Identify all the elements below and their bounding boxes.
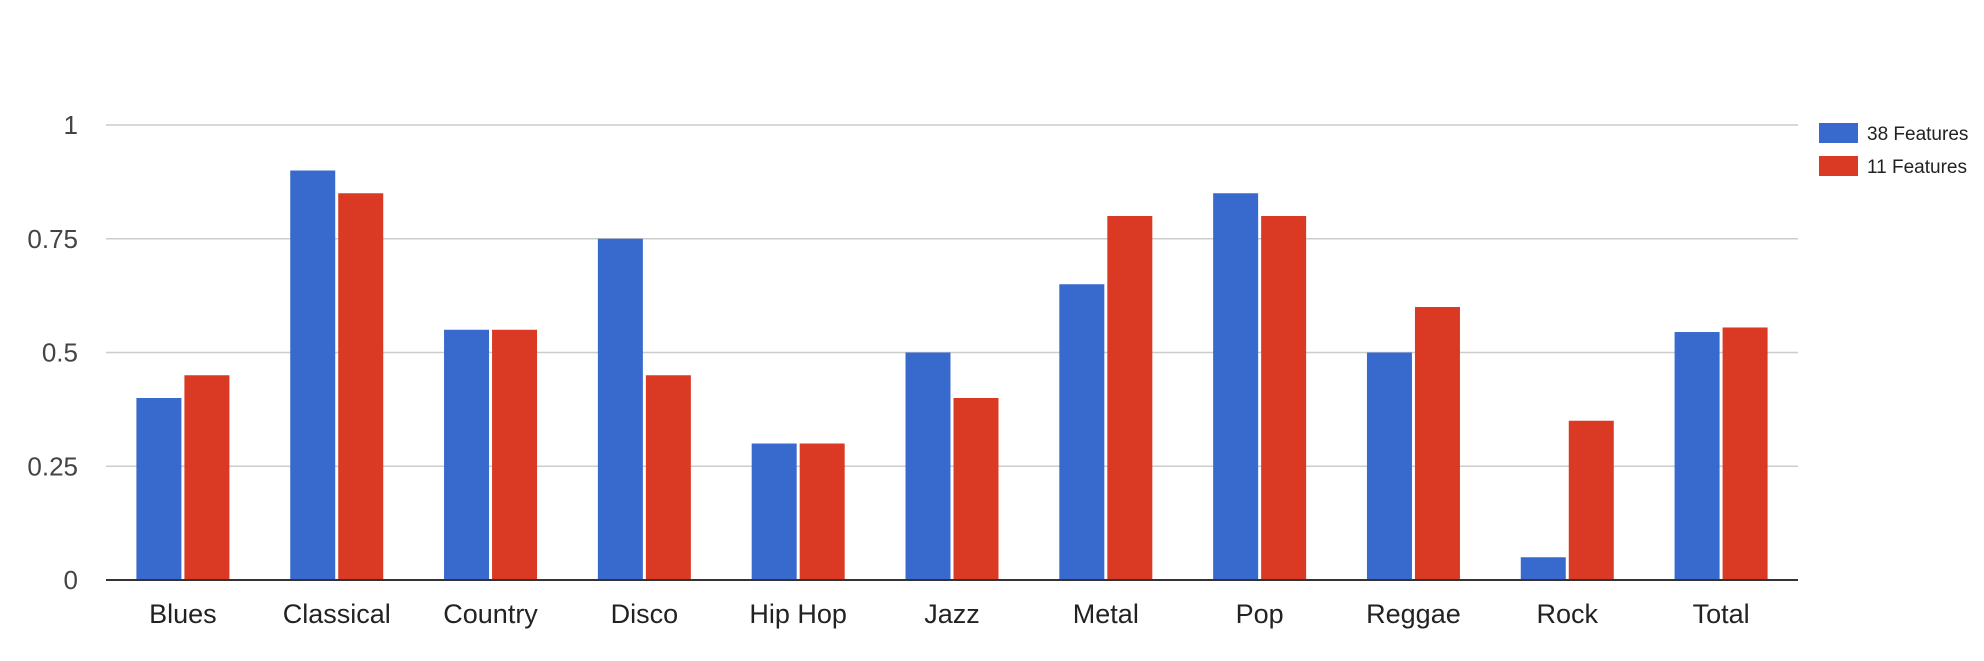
x-tick-label: Classical: [283, 599, 391, 629]
x-tick-label: Disco: [611, 599, 679, 629]
bar-classical-series-2: [338, 193, 384, 580]
bars: [136, 170, 1768, 580]
y-tick-label: 1: [64, 110, 78, 140]
bar-hip-hop-series-2: [799, 443, 845, 580]
x-tick-label: Country: [443, 599, 538, 629]
legend-swatch: [1819, 156, 1858, 176]
bar-classical-series-1: [290, 170, 336, 580]
legend-label: 38 Features: [1867, 124, 1968, 145]
bar-metal-series-2: [1107, 216, 1153, 580]
x-tick-label: Reggae: [1366, 599, 1461, 629]
bar-hip-hop-series-1: [751, 443, 797, 580]
bar-disco-series-1: [597, 238, 643, 580]
bar-metal-series-1: [1059, 284, 1105, 580]
x-tick-label: Pop: [1236, 599, 1284, 629]
bar-rock-series-2: [1568, 420, 1614, 580]
x-tick-label: Rock: [1537, 599, 1599, 629]
bar-blues-series-1: [136, 398, 182, 580]
bar-jazz-series-2: [953, 398, 999, 580]
bar-reggae-series-2: [1414, 307, 1460, 580]
y-axis-ticks: 0 0.25 0.5 0.75 1: [27, 110, 78, 595]
legend-label: 11 Features: [1867, 157, 1967, 178]
legend: 38 Features 11 Features: [1819, 123, 1968, 178]
y-tick-label: 0.75: [27, 224, 78, 254]
x-tick-label: Metal: [1073, 599, 1139, 629]
bar-rock-series-1: [1520, 557, 1566, 580]
bar-blues-series-2: [184, 375, 230, 580]
bar-country-series-1: [444, 329, 490, 580]
bar-jazz-series-1: [905, 352, 951, 580]
bar-country-series-2: [492, 329, 538, 580]
x-axis-ticks: Blues Classical Country Disco Hip Hop Jazz Met…: [149, 599, 1749, 629]
legend-swatch: [1819, 123, 1858, 143]
bar-pop-series-2: [1261, 216, 1307, 580]
bar-disco-series-2: [645, 375, 691, 580]
gridlines: [106, 124, 1798, 467]
x-tick-label: Hip Hop: [749, 599, 847, 629]
bar-reggae-series-1: [1366, 352, 1412, 580]
bar-pop-series-1: [1213, 193, 1259, 580]
y-tick-label: 0.5: [42, 338, 78, 368]
x-tick-label: Blues: [149, 599, 217, 629]
x-tick-label: Jazz: [924, 599, 980, 629]
bar-total-series-1: [1674, 332, 1720, 580]
x-tick-label: Total: [1693, 599, 1750, 629]
y-tick-label: 0: [64, 565, 78, 595]
bar-total-series-2: [1722, 327, 1768, 580]
y-tick-label: 0.25: [27, 451, 78, 481]
